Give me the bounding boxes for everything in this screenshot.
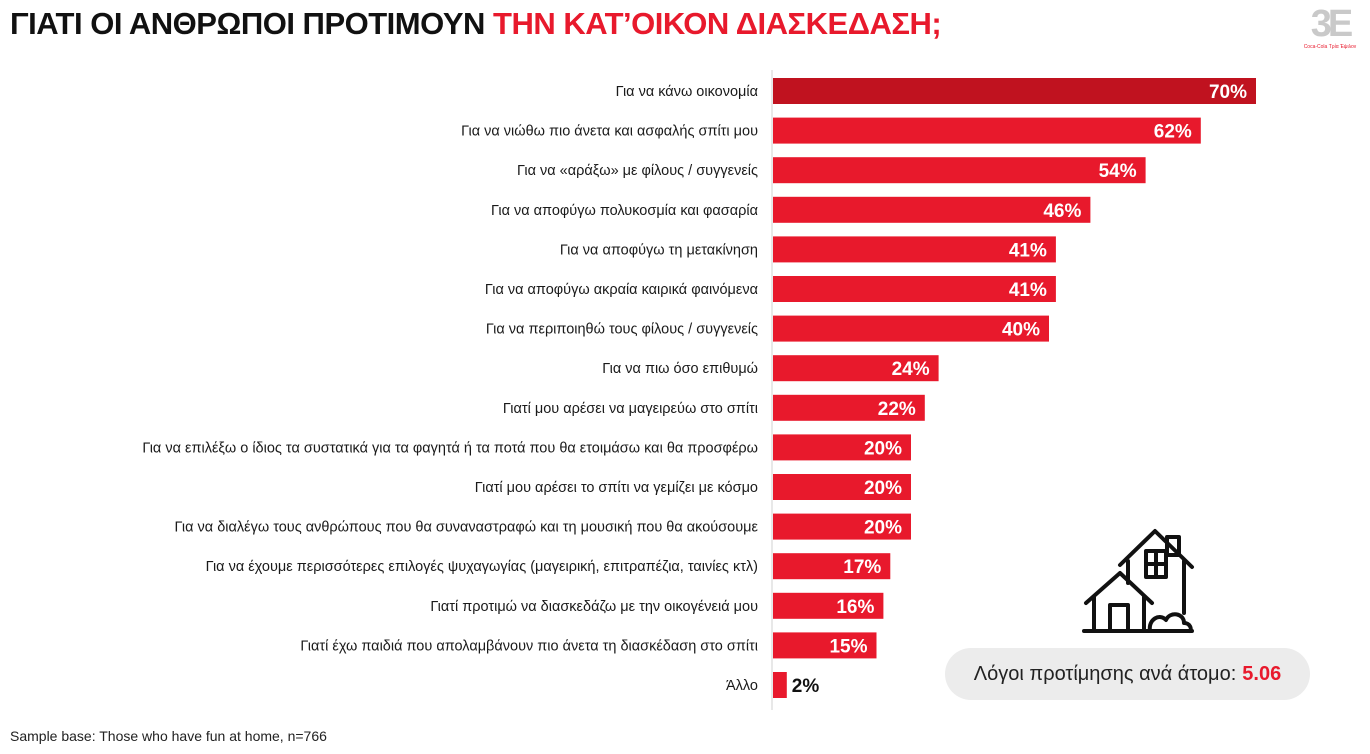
category-label: Για να επιλέξω ο ίδιος τα συστατικά για …	[142, 440, 758, 456]
value-label: 20%	[864, 478, 902, 499]
category-label: Για να αποφύγω πολυκοσμία και φασαρία	[491, 203, 758, 219]
category-label: Γιατί μου αρέσει να μαγειρεύω στο σπίτι	[503, 401, 758, 417]
bars-layer: Για να κάνω οικονομία 70% Για να νιώθω πιο…	[142, 70, 1256, 710]
category-label: Άλλο	[726, 678, 758, 694]
value-label: 70%	[1209, 82, 1247, 103]
bar	[773, 513, 911, 540]
category-label: Γιατί μου αρέσει το σπίτι να γεμίζει με …	[475, 480, 758, 496]
value-label: 54%	[1099, 161, 1137, 182]
category-label: Για να «αράξω» με φίλους / συγγενείς	[517, 163, 758, 179]
summary-pill: Λόγοι προτίμησης ανά άτομο: 5.06	[945, 648, 1310, 700]
value-label: 40%	[1002, 320, 1040, 341]
category-label: Γιατί έχω παιδιά που απολαμβάνουν πιο άν…	[300, 638, 758, 654]
bar	[773, 553, 891, 580]
logo-mark: 3E	[1310, 3, 1353, 45]
bar-row: Για να έχουμε περισσότερες επιλογές ψυχα…	[206, 553, 891, 580]
house-icon	[1082, 529, 1194, 633]
brand-logo: 3E Coca-Cola Τρία Έψιλον	[1298, 4, 1362, 58]
bar	[773, 434, 911, 461]
category-label: Για να διαλέγω τους ανθρώπους που θα συν…	[175, 520, 759, 536]
value-label: 46%	[1043, 201, 1081, 222]
bar	[773, 355, 939, 382]
category-label: Για να αποφύγω ακραία καιρικά φαινόμενα	[485, 282, 758, 298]
bar-row: Για να αποφύγω πολυκοσμία και φασαρία 46%	[491, 196, 1091, 223]
bar-row: Γιατί έχω παιδιά που απολαμβάνουν πιο άν…	[300, 632, 877, 659]
logo-subtitle: Coca-Cola Τρία Έψιλον	[1303, 44, 1357, 50]
bar-row: Για να αποφύγω ακραία καιρικά φαινόμενα 4…	[485, 276, 1056, 302]
category-label: Γιατί προτιμώ να διασκεδάζω με την οικογ…	[430, 599, 758, 615]
bar	[773, 632, 877, 659]
bar-row: Για να διαλέγω τους ανθρώπους που θα συν…	[175, 513, 911, 540]
category-label: Για να κάνω οικονομία	[616, 84, 758, 100]
value-label: 41%	[1009, 240, 1047, 261]
title-part-2: ΤΗΝ ΚΑΤ’ΟΙΚΟΝ ΔΙΑΣΚΕΔΑΣΗ;	[493, 6, 942, 41]
category-label: Για να περιποιηθώ τους φίλους / συγγενεί…	[486, 322, 758, 338]
sample-base-note: Sample base: Those who have fun at home,…	[10, 728, 327, 744]
value-label: 24%	[892, 359, 930, 380]
bar	[773, 236, 1056, 263]
value-label: 17%	[843, 557, 881, 578]
title-part-1: ΓΙΑΤΙ ΟΙ ΑΝΘΡΩΠΟΙ ΠΡΟΤΙΜΟΥΝ	[10, 6, 485, 41]
bar-row: Για να κάνω οικονομία 70%	[616, 78, 1256, 104]
bar	[773, 474, 911, 500]
bar-row: Για να επιλέξω ο ίδιος τα συστατικά για …	[142, 434, 911, 461]
summary-label: Λόγοι προτίμησης ανά άτομο:	[973, 662, 1237, 685]
bar-row: Γιατί μου αρέσει να μαγειρεύω στο σπίτι 2…	[503, 394, 925, 421]
bar	[773, 315, 1049, 342]
category-label: Για να έχουμε περισσότερες επιλογές ψυχα…	[206, 559, 758, 575]
bar-row: Γιατί προτιμώ να διασκεδάζω με την οικογ…	[430, 592, 884, 619]
bar-row: Γιατί μου αρέσει το σπίτι να γεμίζει με …	[475, 474, 911, 500]
value-label: 15%	[829, 636, 867, 657]
bar-chart: Για να κάνω οικονομία 70% Για να νιώθω πιο…	[142, 70, 1256, 710]
value-label: 2%	[792, 676, 820, 697]
bar	[773, 592, 884, 619]
category-label: Για να πιω όσο επιθυμώ	[602, 361, 758, 377]
bar	[773, 672, 787, 698]
bar	[773, 276, 1056, 302]
value-label: 62%	[1154, 122, 1192, 143]
bar-row: Άλλο 2%	[726, 672, 819, 698]
bar	[773, 196, 1091, 223]
bar-row: Για να «αράξω» με φίλους / συγγενείς 54%	[517, 157, 1146, 184]
category-label: Για να αποφύγω τη μετακίνηση	[560, 242, 758, 258]
category-label: Για να νιώθω πιο άνετα και ασφαλής σπίτι…	[461, 124, 758, 140]
bar-row: Για να αποφύγω τη μετακίνηση 41%	[560, 236, 1056, 263]
bar-row: Για να νιώθω πιο άνετα και ασφαλής σπίτι…	[461, 117, 1201, 144]
value-label: 16%	[836, 597, 874, 618]
value-label: 20%	[864, 438, 902, 459]
bar	[773, 157, 1146, 184]
bar	[773, 78, 1256, 104]
value-label: 22%	[878, 399, 916, 420]
bar	[773, 117, 1201, 144]
page-title: ΓΙΑΤΙ ΟΙ ΑΝΘΡΩΠΟΙ ΠΡΟΤΙΜΟΥΝ ΤΗΝ ΚΑΤ’ΟΙΚΟ…	[10, 6, 942, 42]
summary-value: 5.06	[1242, 662, 1282, 685]
bar-row: Για να περιποιηθώ τους φίλους / συγγενεί…	[486, 315, 1049, 342]
bar-row: Για να πιω όσο επιθυμώ 24%	[602, 355, 939, 382]
bar	[773, 394, 925, 421]
value-label: 41%	[1009, 280, 1047, 301]
value-label: 20%	[864, 518, 902, 539]
